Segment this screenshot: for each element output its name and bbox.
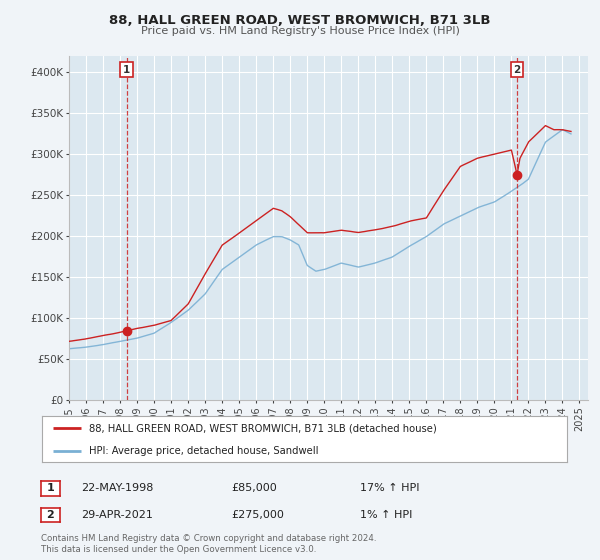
Text: 88, HALL GREEN ROAD, WEST BROMWICH, B71 3LB (detached house): 88, HALL GREEN ROAD, WEST BROMWICH, B71 … xyxy=(89,423,437,433)
Text: 22-MAY-1998: 22-MAY-1998 xyxy=(81,483,154,493)
Text: 1% ↑ HPI: 1% ↑ HPI xyxy=(360,510,412,520)
Text: 1: 1 xyxy=(123,64,130,74)
Text: 88, HALL GREEN ROAD, WEST BROMWICH, B71 3LB: 88, HALL GREEN ROAD, WEST BROMWICH, B71 … xyxy=(109,14,491,27)
Text: HPI: Average price, detached house, Sandwell: HPI: Average price, detached house, Sand… xyxy=(89,446,319,455)
Text: £275,000: £275,000 xyxy=(231,510,284,520)
Text: 17% ↑ HPI: 17% ↑ HPI xyxy=(360,483,419,493)
Text: 2: 2 xyxy=(47,510,54,520)
Text: £85,000: £85,000 xyxy=(231,483,277,493)
Text: 1: 1 xyxy=(47,483,54,493)
Text: 29-APR-2021: 29-APR-2021 xyxy=(81,510,153,520)
Text: This data is licensed under the Open Government Licence v3.0.: This data is licensed under the Open Gov… xyxy=(41,545,316,554)
Text: Contains HM Land Registry data © Crown copyright and database right 2024.: Contains HM Land Registry data © Crown c… xyxy=(41,534,376,543)
Text: Price paid vs. HM Land Registry's House Price Index (HPI): Price paid vs. HM Land Registry's House … xyxy=(140,26,460,36)
Text: 2: 2 xyxy=(514,64,521,74)
